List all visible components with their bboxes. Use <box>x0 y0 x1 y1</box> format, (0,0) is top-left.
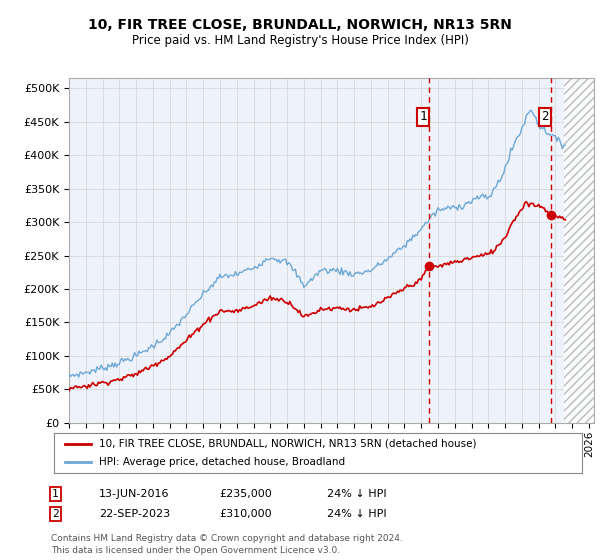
Text: 2: 2 <box>52 509 59 519</box>
Text: 24% ↓ HPI: 24% ↓ HPI <box>327 489 386 499</box>
Text: 24% ↓ HPI: 24% ↓ HPI <box>327 509 386 519</box>
Text: HPI: Average price, detached house, Broadland: HPI: Average price, detached house, Broa… <box>99 458 345 467</box>
Text: 2: 2 <box>541 110 548 123</box>
Text: Price paid vs. HM Land Registry's House Price Index (HPI): Price paid vs. HM Land Registry's House … <box>131 34 469 47</box>
Text: £310,000: £310,000 <box>219 509 272 519</box>
Text: £235,000: £235,000 <box>219 489 272 499</box>
Text: 13-JUN-2016: 13-JUN-2016 <box>99 489 170 499</box>
Text: 22-SEP-2023: 22-SEP-2023 <box>99 509 170 519</box>
Text: 10, FIR TREE CLOSE, BRUNDALL, NORWICH, NR13 5RN (detached house): 10, FIR TREE CLOSE, BRUNDALL, NORWICH, N… <box>99 439 476 449</box>
Text: 1: 1 <box>419 110 427 123</box>
Text: 1: 1 <box>52 489 59 499</box>
Text: 10, FIR TREE CLOSE, BRUNDALL, NORWICH, NR13 5RN: 10, FIR TREE CLOSE, BRUNDALL, NORWICH, N… <box>88 18 512 32</box>
Text: Contains HM Land Registry data © Crown copyright and database right 2024.
This d: Contains HM Land Registry data © Crown c… <box>51 534 403 555</box>
